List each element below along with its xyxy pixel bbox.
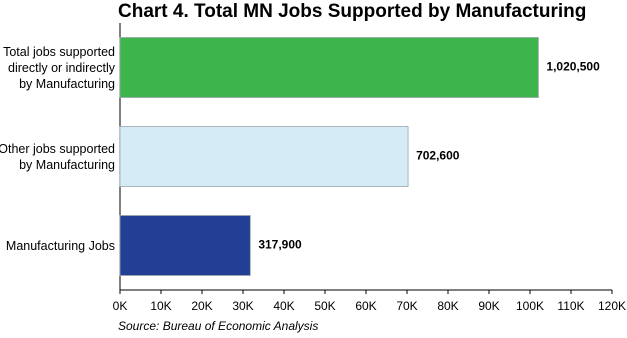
x-tick-label: 90K (478, 299, 499, 313)
x-tick-label: 20K (191, 299, 212, 313)
x-tick-label: 100K (516, 299, 544, 313)
x-tick-label: 70K (396, 299, 417, 313)
x-tick-label: 10K (150, 299, 171, 313)
y-tick-label: Other jobs supported by Manufacturing (0, 141, 115, 172)
chart-title: Chart 4. Total MN Jobs Supported by Manu… (118, 1, 586, 22)
data-label: 317,900 (258, 238, 302, 252)
x-tick-label: 60K (355, 299, 376, 313)
y-tick-label: Total jobs supported directly or indirec… (3, 44, 115, 91)
x-tick-label: 120K (598, 299, 626, 313)
bar (119, 215, 251, 276)
data-label: 1,020,500 (546, 60, 600, 74)
source: Source: Bureau of Economic Analysis (118, 319, 318, 333)
bar (119, 37, 539, 98)
x-tick-label: 30K (232, 299, 253, 313)
x-tick-label: 0K (113, 299, 128, 313)
y-tick-label: Manufacturing Jobs (5, 238, 115, 253)
x-tick-label: 80K (437, 299, 458, 313)
x-tick-label: 110K (557, 299, 584, 313)
x-tick-label: 50K (314, 299, 335, 313)
data-label: 702,600 (416, 149, 460, 163)
bar (119, 126, 409, 187)
x-tick-label: 40K (273, 299, 294, 313)
